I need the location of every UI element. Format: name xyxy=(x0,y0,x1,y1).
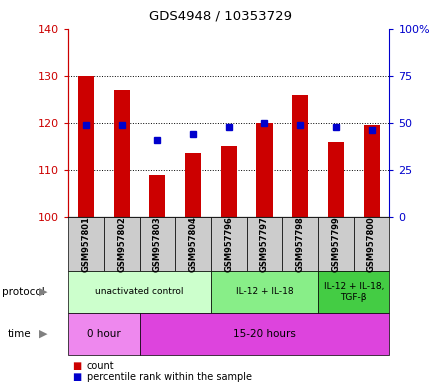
Text: ▶: ▶ xyxy=(39,287,48,297)
Bar xyxy=(185,154,201,217)
Text: GSM957797: GSM957797 xyxy=(260,216,269,272)
Text: GSM957800: GSM957800 xyxy=(367,216,376,272)
Bar xyxy=(292,94,308,217)
Text: GSM957802: GSM957802 xyxy=(117,216,126,272)
Text: IL-12 + IL-18: IL-12 + IL-18 xyxy=(236,287,293,296)
Text: GSM957798: GSM957798 xyxy=(296,216,304,272)
Bar xyxy=(221,146,237,217)
Text: ■: ■ xyxy=(73,361,82,371)
Bar xyxy=(363,125,380,217)
Text: count: count xyxy=(87,361,114,371)
Text: ▶: ▶ xyxy=(39,329,48,339)
Text: GSM957801: GSM957801 xyxy=(81,216,91,272)
Bar xyxy=(257,123,272,217)
Bar xyxy=(78,76,94,217)
Bar xyxy=(328,142,344,217)
Text: 15-20 hours: 15-20 hours xyxy=(233,329,296,339)
Text: time: time xyxy=(8,329,32,339)
Text: GSM957799: GSM957799 xyxy=(331,216,341,272)
Text: unactivated control: unactivated control xyxy=(95,287,184,296)
Text: 0 hour: 0 hour xyxy=(87,329,121,339)
Text: protocol: protocol xyxy=(2,287,45,297)
Text: percentile rank within the sample: percentile rank within the sample xyxy=(87,372,252,382)
Bar xyxy=(150,175,165,217)
Bar xyxy=(114,90,130,217)
Text: GDS4948 / 10353729: GDS4948 / 10353729 xyxy=(149,10,291,23)
Text: ■: ■ xyxy=(73,372,82,382)
Text: GSM957796: GSM957796 xyxy=(224,216,233,272)
Text: GSM957804: GSM957804 xyxy=(189,216,198,272)
Text: GSM957803: GSM957803 xyxy=(153,216,162,272)
Text: IL-12 + IL-18,
TGF-β: IL-12 + IL-18, TGF-β xyxy=(323,282,384,301)
